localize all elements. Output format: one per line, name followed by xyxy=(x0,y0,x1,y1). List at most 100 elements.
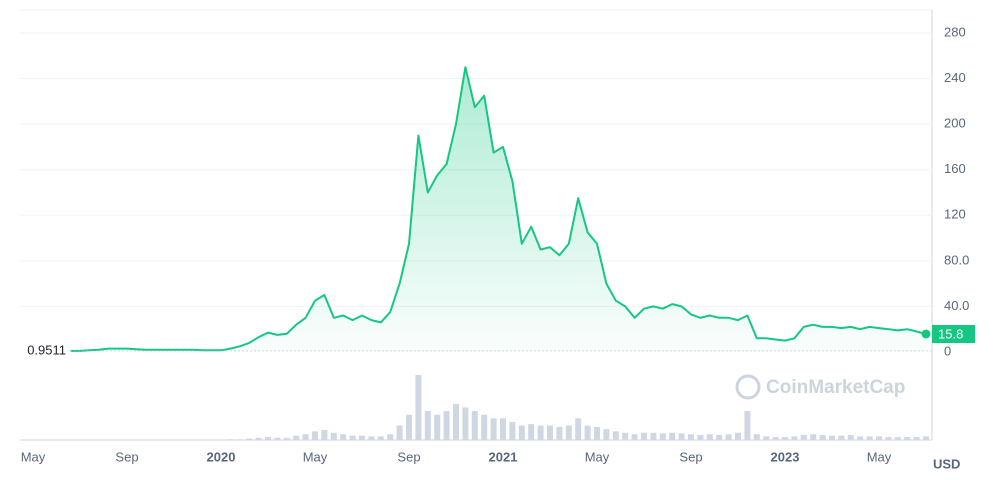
volume-bar xyxy=(481,414,488,440)
volume-bar xyxy=(471,411,478,440)
volume-bar xyxy=(857,436,864,440)
volume-bar xyxy=(923,436,929,440)
y-tick-label: 240 xyxy=(944,70,966,85)
volume-bar xyxy=(829,435,835,440)
x-tick-label: Sep xyxy=(397,449,420,464)
volume-bar xyxy=(349,435,356,440)
volume-bar xyxy=(406,414,412,440)
volume-bar xyxy=(387,434,394,440)
volume-bar xyxy=(321,429,328,440)
volume-bar xyxy=(744,411,751,440)
volume-bar xyxy=(462,407,469,440)
volume-bar xyxy=(716,434,723,440)
volume-bar xyxy=(782,437,788,440)
volume-bar xyxy=(763,436,770,440)
volume-bar xyxy=(265,437,271,440)
volume-bar xyxy=(453,403,459,440)
volume-bar xyxy=(735,432,741,440)
volume-bar xyxy=(246,438,253,440)
volume-bar xyxy=(669,432,676,440)
y-tick-label: 40.0 xyxy=(944,298,969,313)
last-point xyxy=(921,329,931,339)
y-tick-label: 280 xyxy=(944,24,966,39)
y-tick-label: 160 xyxy=(944,161,966,176)
x-tick-label: May xyxy=(867,449,892,464)
volume-bar xyxy=(650,432,657,440)
volume-bar xyxy=(913,437,920,440)
volume-bar xyxy=(547,425,553,440)
volume-bar xyxy=(753,434,760,440)
volume-bar xyxy=(622,432,629,440)
volume-bar xyxy=(706,434,713,440)
volume-bar xyxy=(838,435,845,440)
volume-bar xyxy=(725,434,732,440)
x-tick-label: Sep xyxy=(679,449,702,464)
volume-bar xyxy=(810,434,817,440)
volume-bar xyxy=(603,429,610,440)
last-price-tag xyxy=(932,324,975,343)
start-price-label: 0.9511 xyxy=(27,342,66,357)
volume-bar xyxy=(819,434,826,440)
volume-bar xyxy=(490,418,497,440)
x-tick-label: May xyxy=(303,449,328,464)
volume-bar xyxy=(866,436,873,440)
volume-bar xyxy=(641,432,647,440)
volume-bar xyxy=(772,437,779,440)
x-tick-label: May xyxy=(21,449,46,464)
x-tick-label: 2020 xyxy=(207,449,236,464)
volume-bar xyxy=(283,437,290,440)
volume-bar xyxy=(500,418,506,440)
volume-bar xyxy=(396,425,403,440)
volume-bar xyxy=(847,434,854,440)
volume-bar xyxy=(584,425,591,440)
volume-bar xyxy=(885,437,892,440)
volume-bar xyxy=(368,436,375,440)
watermark-text: CoinMarketCap xyxy=(766,377,905,398)
volume-bar xyxy=(293,435,300,440)
volume-bar xyxy=(594,427,600,440)
x-tick-label: Sep xyxy=(115,449,138,464)
x-tick-label: 2021 xyxy=(489,449,518,464)
volume-bar xyxy=(556,427,563,440)
last-price-label: 15.8 xyxy=(938,326,963,341)
volume-bar xyxy=(575,418,582,440)
volume-bar xyxy=(359,435,365,440)
volume-bar xyxy=(415,375,422,440)
volume-bar xyxy=(876,436,882,440)
x-tick-label: 2023 xyxy=(771,449,800,464)
y-tick-label: 0 xyxy=(944,343,951,358)
volume-bar xyxy=(255,437,262,440)
volume-bar xyxy=(330,432,337,440)
watermark-logo xyxy=(735,374,761,400)
volume-bar xyxy=(424,411,431,440)
volume-bar xyxy=(565,425,572,440)
y-tick-label: 80.0 xyxy=(944,252,969,267)
volume-bar xyxy=(528,424,535,440)
volume-bar xyxy=(340,434,347,440)
volume-bar xyxy=(227,439,234,440)
currency-label: USD xyxy=(933,456,960,471)
volume-bar xyxy=(688,434,694,440)
volume-bar xyxy=(612,431,619,440)
price-area xyxy=(70,67,927,352)
volume-bar xyxy=(443,411,450,440)
y-tick-label: 120 xyxy=(944,207,966,222)
y-tick-label: 200 xyxy=(944,116,966,131)
volume-bar xyxy=(697,434,704,440)
volume-bar xyxy=(678,433,685,440)
x-tick-label: May xyxy=(585,449,610,464)
volume-bar xyxy=(537,425,544,440)
volume-bar xyxy=(434,414,441,440)
volume-bar xyxy=(377,436,384,440)
volume-bar xyxy=(312,431,318,440)
volume-bar xyxy=(791,436,798,440)
volume-bar xyxy=(302,434,309,440)
volume-bar xyxy=(894,437,901,440)
volume-bar xyxy=(518,425,525,440)
volume-bar xyxy=(236,439,243,440)
volume-bar xyxy=(274,437,281,440)
volume-bar xyxy=(659,433,666,440)
volume-bar xyxy=(509,421,516,440)
